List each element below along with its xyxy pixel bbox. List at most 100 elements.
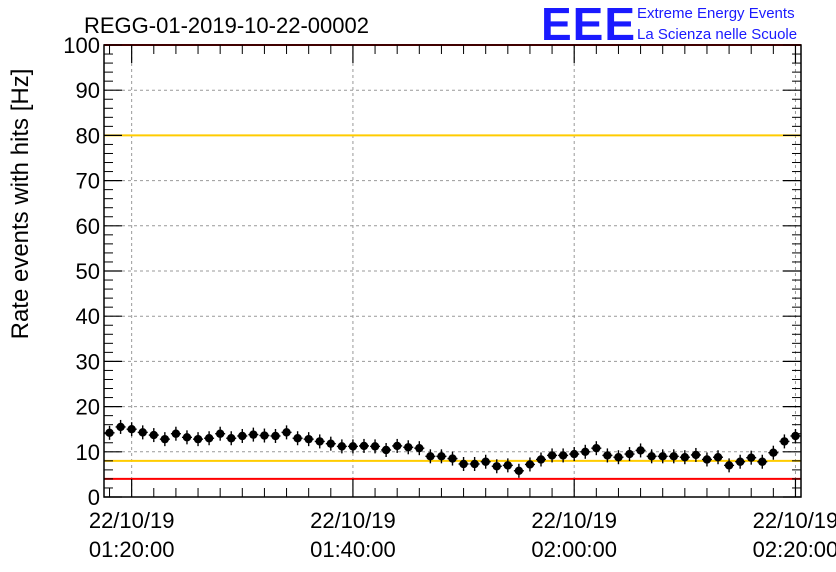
marker [724, 461, 734, 470]
data-point [181, 430, 192, 445]
marker [558, 451, 568, 460]
data-point [646, 449, 657, 464]
marker [470, 459, 479, 469]
marker [215, 429, 225, 438]
data-point [403, 440, 414, 455]
marker [304, 434, 313, 444]
x-tick-time: 01:40:00 [310, 537, 396, 562]
marker [669, 452, 678, 461]
marker [315, 437, 324, 446]
logo-subtitle-1: Extreme Energy Events [637, 5, 795, 22]
marker [658, 452, 667, 461]
marker [437, 452, 446, 461]
data-point [392, 438, 403, 453]
data-point [524, 457, 535, 472]
y-tick-label: 90 [76, 78, 100, 103]
data-point [458, 457, 469, 472]
data-point [159, 432, 170, 447]
data-point [170, 426, 181, 441]
data-point [657, 449, 668, 464]
data-point [270, 428, 281, 443]
data-point [292, 431, 303, 446]
data-point [779, 434, 790, 449]
data-point [381, 442, 392, 457]
data-point [469, 457, 480, 472]
data-point [370, 439, 381, 454]
marker [381, 445, 391, 455]
marker [514, 466, 524, 475]
data-point [735, 454, 746, 469]
marker [614, 453, 623, 462]
data-point [226, 431, 237, 446]
data-point [104, 425, 115, 440]
marker [370, 442, 380, 451]
marker [569, 449, 579, 459]
marker [536, 455, 546, 464]
x-tick-date: 22/10/19 [753, 508, 836, 533]
marker [625, 449, 634, 459]
x-axis: 22/10/19 01:20:00 22/10/19 01:40:00 22/10/19… [89, 45, 836, 562]
marker [636, 446, 645, 455]
data-points [104, 419, 801, 478]
marker [271, 431, 280, 441]
marker [348, 442, 358, 451]
data-point [668, 449, 679, 464]
data-point [713, 450, 724, 465]
marker [581, 447, 590, 456]
marker [481, 457, 490, 466]
data-point [281, 425, 292, 440]
data-point [502, 458, 513, 473]
data-point [624, 447, 635, 462]
marker [160, 434, 170, 444]
marker [204, 434, 214, 443]
y-tick-label: 40 [76, 304, 100, 329]
marker [691, 450, 701, 460]
data-point [347, 439, 358, 454]
data-point [513, 463, 524, 478]
marker [647, 452, 656, 461]
data-point [569, 447, 580, 462]
marker [702, 455, 712, 464]
marker [747, 453, 756, 462]
data-point [436, 449, 447, 464]
data-point [325, 436, 336, 451]
data-point [115, 419, 126, 434]
marker [415, 443, 424, 453]
y-tick-label: 50 [76, 259, 100, 284]
marker [713, 453, 723, 462]
data-point [768, 445, 779, 460]
marker [448, 454, 457, 463]
data-point [237, 428, 248, 443]
marker [282, 428, 291, 437]
data-point [137, 425, 148, 440]
data-point [447, 451, 458, 466]
marker [293, 434, 302, 443]
y-tick-label: 0 [88, 485, 100, 510]
data-point [259, 428, 270, 443]
data-point [193, 432, 204, 447]
marker [337, 442, 347, 451]
data-point [314, 434, 325, 449]
marker [238, 431, 247, 441]
y-tick-label: 100 [63, 33, 100, 58]
data-point [303, 432, 314, 447]
data-point [358, 438, 369, 453]
marker [525, 460, 535, 469]
y-axis-label: Rate events with hits [Hz] [7, 69, 34, 340]
marker [227, 434, 236, 443]
marker [459, 459, 468, 469]
logo-text: EEE [541, 0, 636, 50]
data-point [724, 458, 735, 473]
marker [603, 451, 612, 460]
y-tick-label: 80 [76, 123, 100, 148]
marker [260, 431, 269, 440]
chart-title: REGG-01-2019-10-22-00002 [84, 13, 369, 38]
data-point [547, 448, 558, 463]
marker [780, 437, 789, 446]
x-tick-time: 02:20:00 [753, 537, 836, 562]
marker [249, 430, 258, 439]
data-point [558, 448, 569, 463]
x-tick-time: 02:00:00 [531, 537, 617, 562]
data-point [204, 431, 215, 446]
